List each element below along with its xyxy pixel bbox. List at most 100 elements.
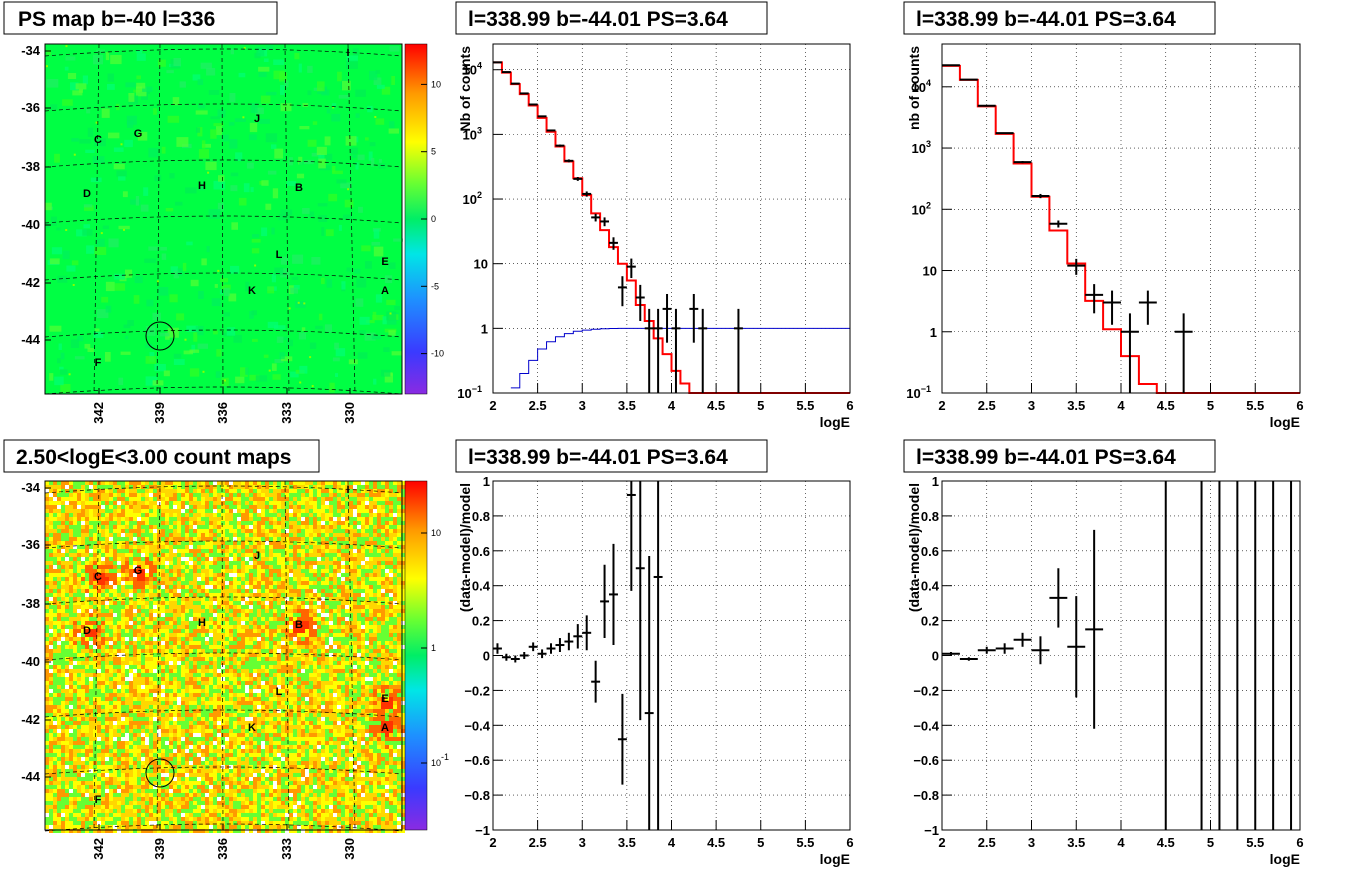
ps-map-pixel — [235, 376, 245, 384]
count-map-cell — [209, 493, 213, 497]
count-map-cell — [205, 513, 209, 517]
count-map-cell — [69, 553, 73, 557]
ps-map-pixel — [369, 70, 378, 81]
count-map-cell — [97, 621, 101, 625]
count-map-cell — [345, 649, 349, 653]
count-map-cell — [305, 625, 309, 629]
count-map-cell — [145, 649, 149, 653]
count-map-cell — [121, 573, 125, 577]
count-map-cell — [393, 545, 397, 549]
count-map-cell — [349, 661, 353, 665]
count-map-cell — [97, 569, 101, 573]
count-map-cell — [401, 605, 405, 609]
count-map-cell — [85, 573, 89, 577]
ps-map-y-tick-label: -40 — [21, 217, 40, 232]
count-map-cell — [277, 669, 281, 673]
count-map-cell — [133, 633, 137, 637]
count-map-cell — [189, 529, 193, 533]
count-map-cell — [85, 641, 89, 645]
count-map-cell — [277, 609, 281, 613]
count-map-cell — [237, 641, 241, 645]
count-map-cell — [85, 585, 89, 589]
count-map-cell — [133, 525, 137, 529]
count-map-cell — [129, 657, 133, 661]
count-map-cell — [85, 637, 89, 641]
count-map-cell — [77, 645, 81, 649]
count-map-cell — [333, 653, 337, 657]
count-map-cell — [201, 677, 205, 681]
ps-map-pixel — [86, 245, 95, 254]
count-map-cell — [157, 533, 161, 537]
count-map-cell — [225, 645, 229, 649]
count-map-cell — [365, 525, 369, 529]
count-map-cell — [65, 545, 69, 549]
count-map-cell — [257, 673, 261, 677]
count-map-cell — [253, 597, 257, 601]
count-map-cell — [185, 529, 189, 533]
count-map-cell — [169, 533, 173, 537]
count-map-cell — [349, 513, 353, 517]
ps-map-pixel — [261, 180, 269, 186]
count-map-cell — [289, 553, 293, 557]
count-map-cell — [157, 677, 161, 681]
ps-map-pixel — [215, 371, 221, 378]
count-map-cell — [213, 549, 217, 553]
count-map-cell — [381, 497, 385, 501]
count-map-cell — [329, 553, 333, 557]
count-map-cell — [61, 561, 65, 565]
count-map-cell — [221, 585, 225, 589]
count-map-cell — [105, 613, 109, 617]
count-map-cell — [197, 637, 201, 641]
count-map-cell — [377, 625, 381, 629]
count-map-cell — [125, 609, 129, 613]
ps-map-source-f: F — [95, 357, 102, 369]
count-map-cell — [265, 569, 269, 573]
count-map-cell — [137, 505, 141, 509]
count-map-cell — [45, 653, 49, 657]
count-map-cell — [321, 517, 325, 521]
count-map-cell — [201, 509, 205, 513]
ps-map-pixel — [346, 267, 352, 272]
ps-map-pixel — [382, 316, 387, 325]
count-map-cell — [381, 525, 385, 529]
count-map-cell — [293, 509, 297, 513]
count-map-cell — [177, 537, 181, 541]
count-map-cell — [365, 581, 369, 585]
count-map-cell — [365, 661, 369, 665]
ps-map-pixel — [368, 151, 373, 161]
count-map-cell — [125, 617, 129, 621]
count-map-cell — [57, 653, 61, 657]
count-map-cell — [313, 533, 317, 537]
count-map-cell — [193, 597, 197, 601]
count-map-cell — [149, 645, 153, 649]
ps-map-pixel — [246, 162, 254, 169]
count-map-cell — [301, 545, 305, 549]
count-map-cell — [253, 677, 257, 681]
count-map-cell — [293, 673, 297, 677]
ps-map-pixel — [271, 363, 277, 371]
count-map-cell — [337, 637, 341, 641]
count-map-cell — [169, 557, 173, 561]
count-map-cell — [97, 585, 101, 589]
ps-map-source-i: I — [346, 47, 349, 59]
count-map-cell — [269, 629, 273, 633]
count-map-cell — [101, 609, 105, 613]
count-map-cell — [89, 509, 93, 513]
count-map-cell — [81, 613, 85, 617]
count-map-cell — [289, 501, 293, 505]
count-map-cell — [197, 521, 201, 525]
count-map-cell — [337, 505, 341, 509]
count-map-cell — [165, 549, 169, 553]
ps-map-pixel — [105, 352, 111, 362]
count-map-cell — [181, 569, 185, 573]
ps-map-pixel — [197, 79, 204, 85]
count-map-cell — [281, 517, 285, 521]
count-map-cell — [153, 505, 157, 509]
count-map-cell — [113, 621, 117, 625]
count-map-cell — [177, 577, 181, 581]
count-map-cell — [321, 601, 325, 605]
count-map-cell — [197, 549, 201, 553]
count-map-cell — [49, 617, 53, 621]
count-map-cell — [381, 493, 385, 497]
count-map-cell — [285, 481, 289, 485]
